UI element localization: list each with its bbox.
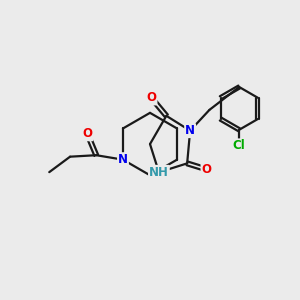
Text: N: N xyxy=(185,124,195,137)
Text: O: O xyxy=(146,92,157,104)
Text: O: O xyxy=(82,127,92,140)
Text: N: N xyxy=(118,153,128,166)
Text: Cl: Cl xyxy=(233,139,245,152)
Text: NH: NH xyxy=(149,166,169,179)
Text: O: O xyxy=(202,163,212,176)
